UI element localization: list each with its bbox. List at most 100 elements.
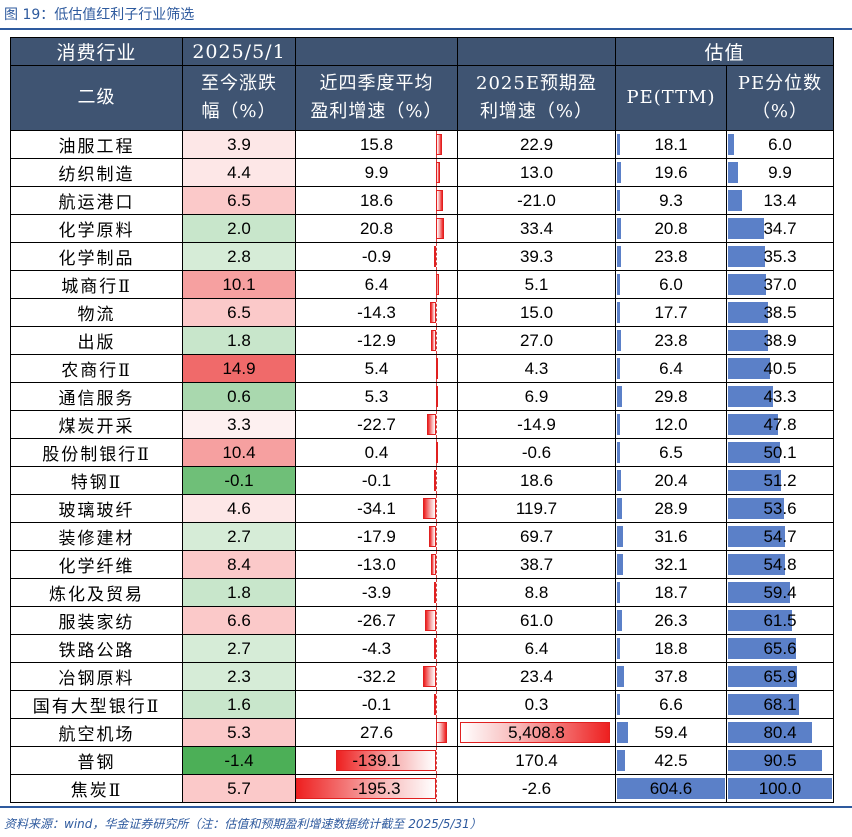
pe-bar xyxy=(617,442,620,463)
pe-percentile-cell: 65.9 xyxy=(726,662,834,691)
pe-bar xyxy=(617,246,622,267)
pe-percentile-cell-value: 65.6 xyxy=(763,638,797,658)
pe-cell-value: 29.8 xyxy=(654,386,688,406)
industry-name-value: 煤炭开采 xyxy=(58,417,135,437)
pe-cell: 20.4 xyxy=(615,466,727,495)
industry-name: 煤炭开采 xyxy=(10,410,183,439)
pe-cell: 26.3 xyxy=(615,606,727,635)
growth-2025e-cell: 0.3 xyxy=(457,690,616,719)
industry-name-value: 炼化及贸易 xyxy=(49,585,144,605)
growth-bar xyxy=(296,778,436,799)
table-row: 航空机场 5.3 27.6 5,408.8 59.4 80.4 xyxy=(10,718,834,747)
industry-name-value: 化学原料 xyxy=(58,221,135,241)
growth-4q-cell: -22.7 xyxy=(295,410,458,439)
growth-4q-cell-value: -12.9 xyxy=(357,330,396,350)
table-row: 物流 6.5 -14.3 15.0 17.7 38.5 xyxy=(10,298,834,327)
table-row: 出版 1.8 -12.9 27.0 23.8 38.9 xyxy=(10,326,834,355)
change-cell-value: -1.4 xyxy=(224,750,254,770)
growth-4q-cell: 18.6 xyxy=(295,186,458,215)
pe-cell: 59.4 xyxy=(615,718,727,747)
growth-2025e-cell: 69.7 xyxy=(457,522,616,551)
pe-cell-value: 17.7 xyxy=(654,302,688,322)
industry-name-value: 特钢Ⅱ xyxy=(70,473,123,493)
pe-cell-value: 6.5 xyxy=(659,442,683,462)
table-row: 普钢 -1.4 -139.1 170.4 42.5 90.5 xyxy=(10,746,834,775)
table-row: 装修建材 2.7 -17.9 69.7 31.6 54.7 xyxy=(10,522,834,551)
growth-4q-cell-value: 9.9 xyxy=(364,162,389,182)
growth-4q-cell-value: 20.8 xyxy=(359,218,394,238)
growth-bar xyxy=(425,610,436,631)
growth-2025e-cell-value: -0.6 xyxy=(521,442,552,462)
pe-bar xyxy=(617,638,621,659)
growth-4q-cell-value: -26.7 xyxy=(357,610,396,630)
pe-cell-value: 6.6 xyxy=(659,694,683,714)
pe-percentile-cell: 38.5 xyxy=(726,298,834,327)
pe-percentile-cell: 13.4 xyxy=(726,186,834,215)
pe-percentile-cell: 54.8 xyxy=(726,550,834,579)
pe-cell-value: 18.7 xyxy=(654,582,688,602)
growth-4q-cell-value: 5.4 xyxy=(364,358,389,378)
pe-bar xyxy=(617,358,620,379)
growth-2025e-cell: 18.6 xyxy=(457,466,616,495)
growth-4q-cell-value: -195.3 xyxy=(352,778,401,798)
growth-2025e-cell: -2.6 xyxy=(457,774,616,803)
growth-2025e-cell-value: 119.7 xyxy=(515,498,558,518)
growth-bar xyxy=(436,134,443,155)
pe-cell-value: 18.1 xyxy=(654,134,688,154)
growth-4q-cell: 20.8 xyxy=(295,214,458,243)
industry-name-value: 城商行Ⅱ xyxy=(61,277,132,297)
pe-cell-value: 6.0 xyxy=(659,274,683,294)
industry-name-value: 玻璃玻纤 xyxy=(58,501,135,521)
pe-percentile-cell-value: 38.9 xyxy=(763,330,797,350)
growth-2025e-cell: 22.9 xyxy=(457,130,616,159)
industry-name-value: 物流 xyxy=(77,305,116,325)
change-cell-value: 5.7 xyxy=(227,778,251,798)
pe-cell: 18.7 xyxy=(615,578,727,607)
change-cell: 5.3 xyxy=(182,718,296,747)
header-pe: PE(TTM) xyxy=(615,65,727,131)
table-row: 纺织制造 4.4 9.9 13.0 19.6 9.9 xyxy=(10,158,834,187)
growth-4q-cell: 0.4 xyxy=(295,438,458,467)
pe-percentile-bar xyxy=(728,778,832,799)
change-cell-value: 1.6 xyxy=(227,694,251,714)
industry-name: 航空机场 xyxy=(10,718,183,747)
pe-cell: 604.6 xyxy=(615,774,727,803)
pe-percentile-bar xyxy=(728,554,785,575)
pe-percentile-cell: 40.5 xyxy=(726,354,834,383)
growth-bar xyxy=(434,638,436,659)
zero-axis xyxy=(436,579,437,606)
growth-4q-cell: -4.3 xyxy=(295,634,458,663)
pe-cell: 17.7 xyxy=(615,298,727,327)
growth-4q-cell-value: -13.0 xyxy=(357,554,396,574)
pe-bar xyxy=(617,526,623,547)
growth-2025e-cell-value: 4.3 xyxy=(524,358,549,378)
change-cell: 1.8 xyxy=(182,326,296,355)
industry-name: 油服工程 xyxy=(10,130,183,159)
growth-4q-cell-value: -4.3 xyxy=(361,638,392,658)
growth-2025e-cell: 27.0 xyxy=(457,326,616,355)
change-cell: 5.7 xyxy=(182,774,296,803)
industry-name: 玻璃玻纤 xyxy=(10,494,183,523)
growth-2025e-cell-value: 22.9 xyxy=(519,134,554,154)
pe-cell-value: 6.4 xyxy=(659,358,683,378)
growth-bar xyxy=(430,302,436,323)
pe-percentile-bar xyxy=(728,666,797,687)
industry-name: 物流 xyxy=(10,298,183,327)
pe-bar xyxy=(617,610,622,631)
change-cell-value: 2.7 xyxy=(227,638,251,658)
growth-4q-cell-value: -0.1 xyxy=(361,694,392,714)
pe-percentile-cell-value: 13.4 xyxy=(763,190,797,210)
zero-axis xyxy=(436,327,437,354)
growth-2025e-cell: -14.9 xyxy=(457,410,616,439)
pe-percentile-cell: 9.9 xyxy=(726,158,834,187)
pe-cell-value: 20.8 xyxy=(654,218,688,238)
change-cell: 3.3 xyxy=(182,410,296,439)
pe-cell-value: 28.9 xyxy=(654,498,688,518)
zero-axis xyxy=(436,523,437,550)
pe-percentile-bar xyxy=(728,246,765,267)
growth-bar xyxy=(336,750,436,771)
change-cell-value: 8.4 xyxy=(227,554,251,574)
growth-bar xyxy=(436,190,444,211)
growth-2025e-cell: 15.0 xyxy=(457,298,616,327)
header-group-consumer: 消费行业 xyxy=(10,37,183,66)
